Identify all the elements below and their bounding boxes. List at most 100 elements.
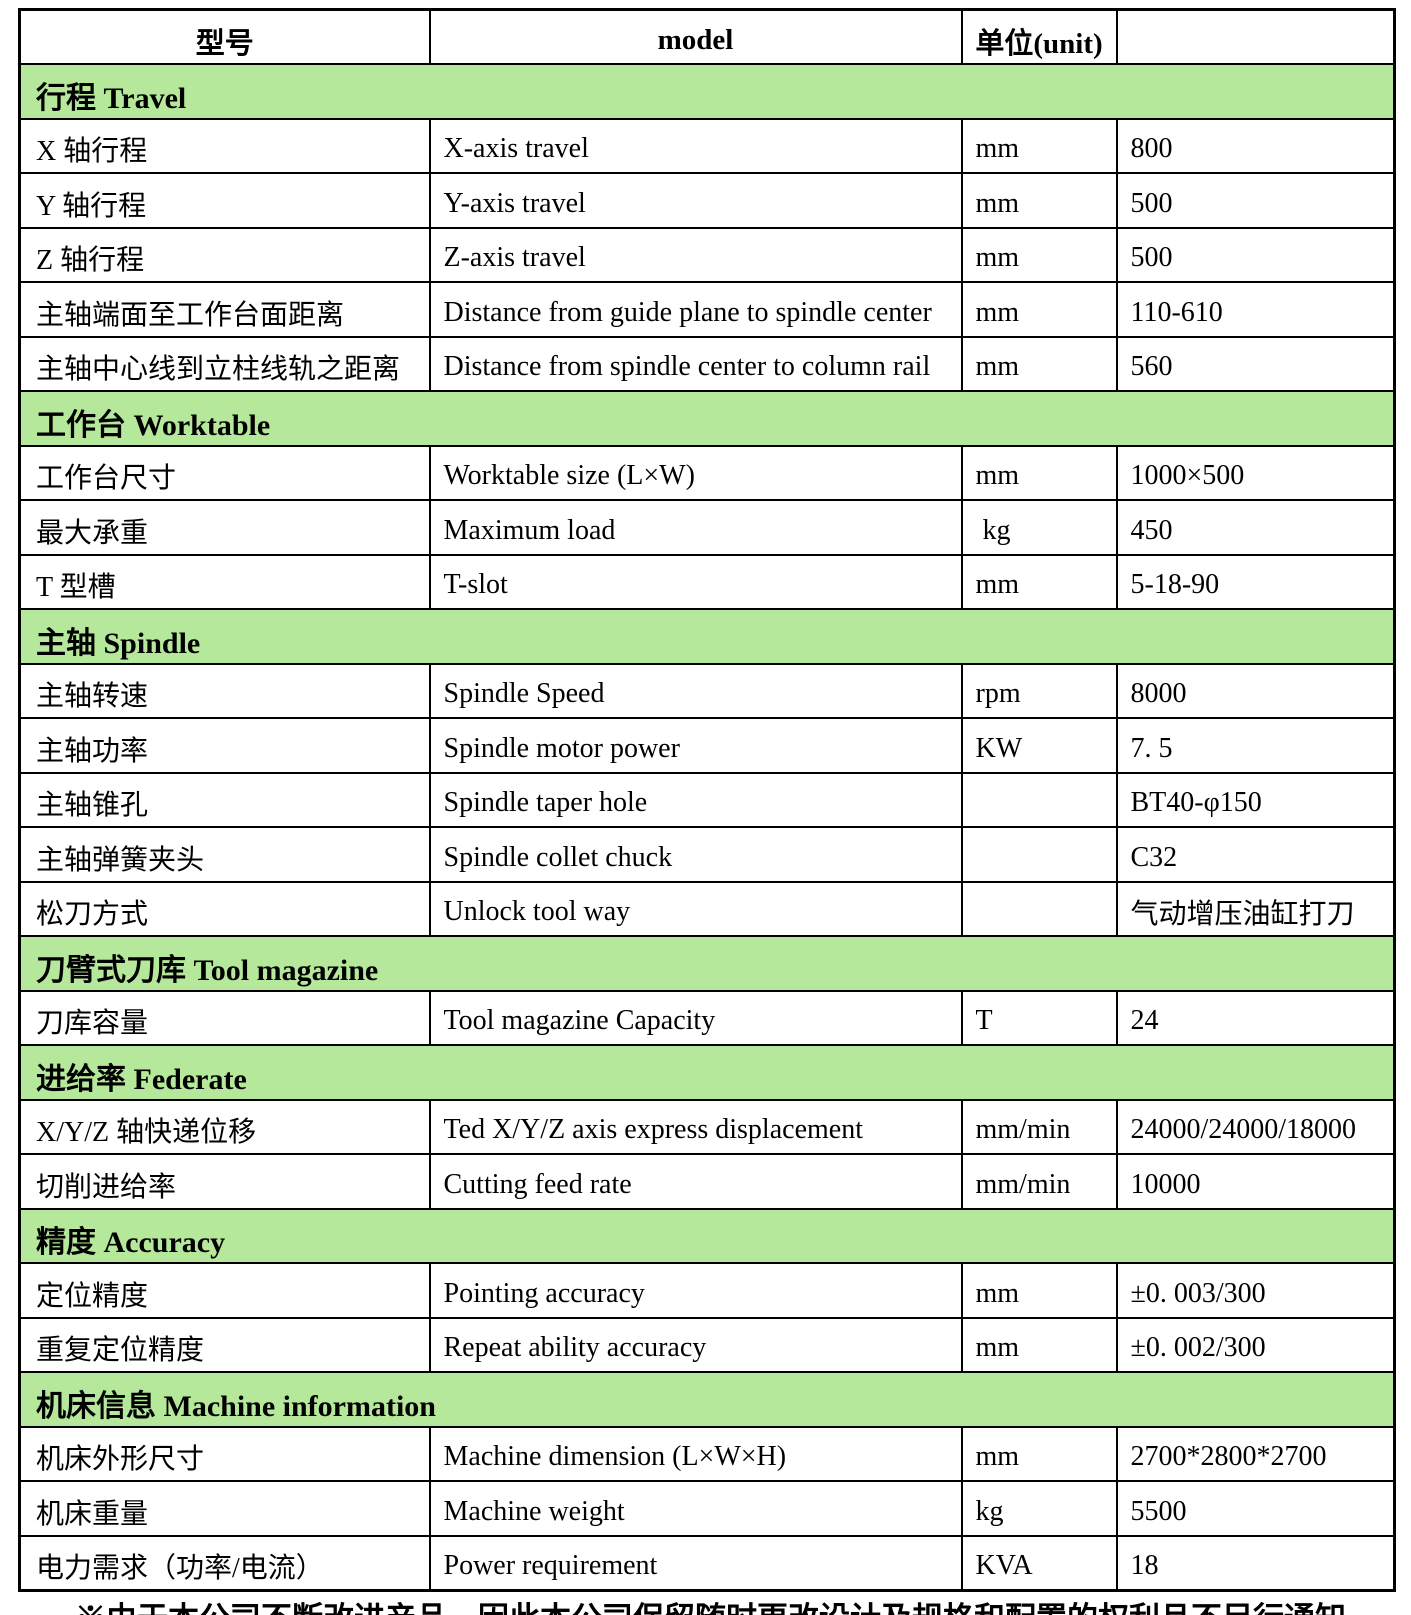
cell-value: ±0. 003/300 [1115, 1262, 1396, 1319]
section-label-accuracy: 精度 Accuracy [18, 1207, 1396, 1264]
footnote-disclaimer: ※由于本公司不断改进产品，因此本公司保留随时更改设计及规格和配置的权利且不另行通… [18, 1593, 1411, 1615]
cell-label-cn: Z 轴行程 [18, 226, 431, 283]
cell-unit: mm [960, 1316, 1118, 1373]
cell-unit: rpm [960, 662, 1118, 719]
cell-unit: mm [960, 335, 1118, 392]
cell-label-en: Spindle motor power [428, 717, 963, 774]
spec-row: 切削进给率 Cutting feed rate mm/min 10000 [18, 1153, 1396, 1210]
cell-value: 800 [1115, 117, 1396, 174]
cell-unit [960, 771, 1118, 828]
spec-row: 主轴弹簧夹头 Spindle collet chuck C32 [18, 826, 1396, 883]
cell-unit: T [960, 989, 1118, 1046]
section-header-row: 进给率 Federate [18, 1044, 1396, 1101]
table-header-row: 型号 model 单位(unit) [18, 8, 1396, 65]
section-label-travel: 行程 Travel [18, 63, 1396, 120]
cell-value: 500 [1115, 226, 1396, 283]
cell-value: 7. 5 [1115, 717, 1396, 774]
cell-unit: kg [960, 1480, 1118, 1537]
cell-value: 5-18-90 [1115, 553, 1396, 610]
cell-unit [960, 826, 1118, 883]
cell-unit: kg [960, 499, 1118, 556]
spec-row: 最大承重 Maximum load kg 450 [18, 499, 1396, 556]
cell-label-cn: 主轴功率 [18, 717, 431, 774]
cell-unit: mm [960, 226, 1118, 283]
spec-row: 刀库容量 Tool magazine Capacity T 24 [18, 989, 1396, 1046]
cell-value: 1000×500 [1115, 444, 1396, 501]
cell-label-en: Spindle collet chuck [428, 826, 963, 883]
cell-label-en: Unlock tool way [428, 880, 963, 937]
spec-row: 重复定位精度 Repeat ability accuracy mm ±0. 00… [18, 1316, 1396, 1373]
section-label-machine-information: 机床信息 Machine information [18, 1371, 1396, 1428]
cell-label-en: Y-axis travel [428, 172, 963, 229]
cell-label-cn: 主轴转速 [18, 662, 431, 719]
cell-value: 气动增压油缸打刀 [1115, 880, 1396, 937]
spec-row: 工作台尺寸 Worktable size (L×W) mm 1000×500 [18, 444, 1396, 501]
cell-value: 8000 [1115, 662, 1396, 719]
section-label-tool-magazine: 刀臂式刀库 Tool magazine [18, 935, 1396, 992]
cell-label-en: Distance from guide plane to spindle cen… [428, 281, 963, 338]
cell-value: 500 [1115, 172, 1396, 229]
cell-label-cn: 主轴端面至工作台面距离 [18, 281, 431, 338]
spec-row: 定位精度 Pointing accuracy mm ±0. 003/300 [18, 1262, 1396, 1319]
cell-label-cn: T 型槽 [18, 553, 431, 610]
cell-label-en: Pointing accuracy [428, 1262, 963, 1319]
spec-row: 主轴转速 Spindle Speed rpm 8000 [18, 662, 1396, 719]
cell-label-cn: 电力需求（功率/电流） [18, 1534, 431, 1591]
cell-unit [960, 880, 1118, 937]
section-header-row: 行程 Travel [18, 63, 1396, 120]
section-label-spindle: 主轴 Spindle [18, 608, 1396, 665]
spec-row: 机床重量 Machine weight kg 5500 [18, 1480, 1396, 1537]
section-header-row: 主轴 Spindle [18, 608, 1396, 665]
cell-unit: mm [960, 444, 1118, 501]
cell-value: 18 [1115, 1534, 1396, 1591]
spec-row: 电力需求（功率/电流） Power requirement KVA 18 [18, 1534, 1396, 1591]
cell-value: 450 [1115, 499, 1396, 556]
cell-label-en: Power requirement [428, 1534, 963, 1591]
cell-label-en: Maximum load [428, 499, 963, 556]
cell-value: 2700*2800*2700 [1115, 1425, 1396, 1482]
cell-label-cn: 最大承重 [18, 499, 431, 556]
spec-row: 主轴功率 Spindle motor power KW 7. 5 [18, 717, 1396, 774]
spec-row: T 型槽 T-slot mm 5-18-90 [18, 553, 1396, 610]
cell-unit: mm [960, 172, 1118, 229]
cell-unit: mm/min [960, 1153, 1118, 1210]
cell-label-cn: 主轴弹簧夹头 [18, 826, 431, 883]
cell-unit: mm [960, 1425, 1118, 1482]
spec-row: 主轴端面至工作台面距离 Distance from guide plane to… [18, 281, 1396, 338]
cell-value: ±0. 002/300 [1115, 1316, 1396, 1373]
cell-value: 24000/24000/18000 [1115, 1098, 1396, 1155]
cell-value: 560 [1115, 335, 1396, 392]
cell-label-cn: X 轴行程 [18, 117, 431, 174]
cell-unit: KW [960, 717, 1118, 774]
section-header-row: 工作台 Worktable [18, 390, 1396, 447]
section-label-worktable: 工作台 Worktable [18, 390, 1396, 447]
spec-row: Z 轴行程 Z-axis travel mm 500 [18, 226, 1396, 283]
cell-label-en: Machine weight [428, 1480, 963, 1537]
cell-value: 24 [1115, 989, 1396, 1046]
cell-label-en: Spindle Speed [428, 662, 963, 719]
spec-row: X 轴行程 X-axis travel mm 800 [18, 117, 1396, 174]
header-model-en: model [428, 8, 963, 65]
spec-row: Y 轴行程 Y-axis travel mm 500 [18, 172, 1396, 229]
header-unit: 单位(unit) [960, 8, 1118, 65]
section-header-row: 刀臂式刀库 Tool magazine [18, 935, 1396, 992]
cell-label-cn: 定位精度 [18, 1262, 431, 1319]
cell-value: BT40-φ150 [1115, 771, 1396, 828]
cell-label-en: T-slot [428, 553, 963, 610]
cell-label-cn: 松刀方式 [18, 880, 431, 937]
spec-row: 机床外形尺寸 Machine dimension (L×W×H) mm 2700… [18, 1425, 1396, 1482]
cell-label-en: X-axis travel [428, 117, 963, 174]
cell-label-en: Worktable size (L×W) [428, 444, 963, 501]
cell-label-cn: 机床外形尺寸 [18, 1425, 431, 1482]
cell-label-cn: X/Y/Z 轴快递位移 [18, 1098, 431, 1155]
spec-row: 主轴中心线到立柱线轨之距离 Distance from spindle cent… [18, 335, 1396, 392]
header-model-cn: 型号 [18, 8, 431, 65]
cell-label-cn: 主轴锥孔 [18, 771, 431, 828]
cell-value: 110-610 [1115, 281, 1396, 338]
cell-label-en: Tool magazine Capacity [428, 989, 963, 1046]
cell-label-en: Spindle taper hole [428, 771, 963, 828]
cell-label-en: Cutting feed rate [428, 1153, 963, 1210]
cell-label-cn: 机床重量 [18, 1480, 431, 1537]
cell-unit: KVA [960, 1534, 1118, 1591]
cell-unit: mm [960, 281, 1118, 338]
